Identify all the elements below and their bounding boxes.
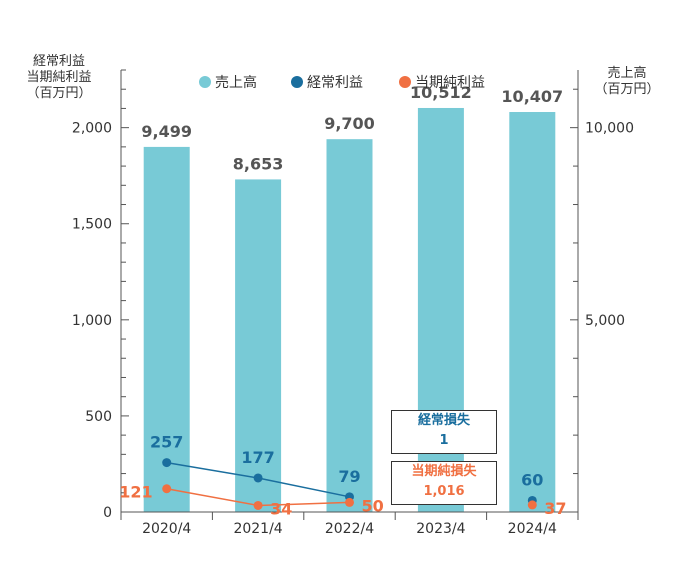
net-profit-point [527,500,537,510]
net-profit-point [345,497,354,507]
right-axis-tick-label: 5,000 [585,313,625,329]
net-profit-label: 121 [119,483,152,502]
bar-value-label: 10,407 [501,87,563,106]
net-loss-callout: 当期純損失 1,016 [391,461,497,505]
left-axis-tick-label: 2,000 [72,121,112,137]
ordinary-profit-label: 79 [338,467,360,486]
ordinary-loss-callout: 経常損失 1 [391,410,497,454]
bar-value-label: 10,512 [410,83,472,102]
net-profit-label: 50 [362,496,384,515]
ordinary-profit-point [253,473,263,483]
left-axis-tick-label: 500 [85,409,112,425]
left-axis-tick-label: 1,000 [72,313,112,329]
x-axis-tick-label: 2023/4 [416,521,465,537]
net-profit-label: 37 [544,499,566,518]
net-profit-point [162,484,172,494]
right-axis-title-line: （百万円） [594,82,660,97]
legend-label: 当期純利益 [415,75,485,91]
right-axis-tick-label: 10,000 [585,121,634,137]
net-loss-label: 当期純損失 [411,464,477,479]
left-axis-tick-label: 0 [103,505,112,521]
left-axis-title-line: 当期純利益 [26,70,92,85]
bar [235,179,282,512]
ordinary-loss-value: 1 [439,433,449,448]
left-axis-title-line: （百万円） [26,86,92,101]
left-axis-title-line: 経常利益 [32,54,85,69]
legend-marker [399,76,411,88]
left-axis-title: 経常利益 当期純利益 （百万円） [14,54,104,102]
x-axis-tick-label: 2024/4 [508,521,557,537]
ordinary-profit-label: 257 [150,433,183,452]
left-axis-tick-label: 1,500 [72,217,112,233]
ordinary-profit-label: 60 [521,470,543,489]
bar-value-label: 9,700 [324,114,375,133]
x-axis-tick-label: 2020/4 [142,521,191,537]
ordinary-profit-point [162,458,172,468]
ordinary-loss-label: 経常損失 [417,413,470,428]
x-axis-tick-label: 2021/4 [233,521,282,537]
bar [143,146,190,512]
legend-label: 経常利益 [307,75,363,91]
legend-marker [291,76,303,88]
legend-label: 売上高 [215,74,257,91]
right-axis-title-line: 売上高 [607,66,647,81]
x-axis-tick-label: 2022/4 [325,521,374,537]
net-loss-value: 1,016 [423,484,465,499]
legend-marker [199,76,211,88]
net-profit-label: 34 [270,499,292,518]
bar-value-label: 8,653 [233,154,284,173]
net-profit-point [253,500,263,510]
bar-value-label: 9,499 [141,122,192,141]
ordinary-profit-label: 177 [241,448,274,467]
right-axis-title: 売上高 （百万円） [582,66,672,98]
bar [326,139,373,512]
bar [509,112,556,512]
